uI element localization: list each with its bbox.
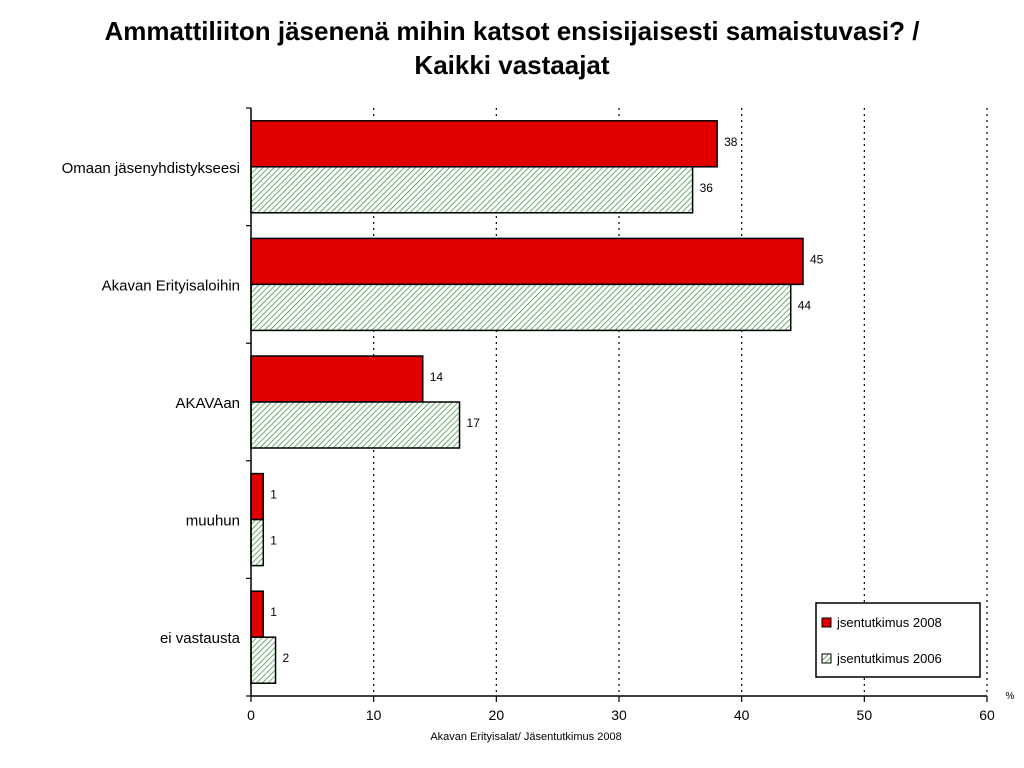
bar-2008-4	[250, 590, 265, 638]
legend-label-2008: jsentutkimus 2008	[836, 615, 942, 630]
bar-2008-0	[250, 120, 718, 168]
x-tick-label-30: 30	[611, 707, 627, 723]
legend-label-2006: jsentutkimus 2006	[836, 651, 942, 666]
bar-2008-3	[250, 472, 265, 521]
bar-2006-2	[250, 401, 461, 449]
bar-2006-1	[250, 283, 792, 332]
x-tick-label-50: 50	[857, 707, 873, 723]
data-label-2006-3: 1	[270, 534, 277, 548]
category-label-2: AKAVAan	[176, 395, 240, 412]
data-label-2008-1: 45	[810, 252, 824, 266]
legend-swatch-2008	[821, 617, 832, 628]
data-label-2006-1: 44	[798, 298, 812, 312]
data-label-2006-2: 17	[467, 416, 481, 430]
bar-2006-3	[250, 518, 265, 567]
data-label-2008-0: 38	[724, 135, 738, 149]
x-tick-label-60: 60	[979, 707, 995, 723]
x-tick-label-20: 20	[489, 707, 505, 723]
data-label-2006-4: 2	[283, 651, 290, 665]
category-label-0: Omaan jäsenyhdistykseesi	[62, 160, 240, 177]
x-tick-label-10: 10	[366, 707, 382, 723]
chart-title-line1: Ammattiliiton jäsenenä mihin katsot ensi…	[104, 16, 920, 46]
labels: 38 36 Omaan jäsenyhdistykseesi 45 44 Akavan E…	[62, 135, 824, 665]
category-label-4: ei vastausta	[160, 630, 241, 647]
data-label-2008-3: 1	[270, 488, 277, 502]
data-label-2006-0: 36	[700, 181, 714, 195]
bar-2008-2	[250, 355, 424, 403]
legend-swatch-2006	[821, 653, 832, 664]
axes: 0 10 20 30 40 50 60%	[246, 107, 1015, 723]
bar-2008-1	[250, 237, 804, 286]
x-unit-label: %	[1006, 691, 1015, 702]
bars	[250, 120, 804, 684]
data-label-2008-2: 14	[430, 370, 444, 384]
bar-2006-4	[250, 636, 277, 684]
chart-title: Ammattiliiton jäsenenä mihin katsot ensi…	[0, 14, 1024, 82]
footer-source: Akavan Erityisalat/ Jäsentutkimus 2008	[430, 731, 622, 743]
x-tick-label-0: 0	[247, 707, 255, 723]
legend-box	[815, 602, 981, 678]
category-label-1: Akavan Erityisaloihin	[102, 277, 240, 294]
data-label-2008-4: 1	[270, 605, 277, 619]
x-tick-label-40: 40	[734, 707, 750, 723]
category-label-3: muuhun	[186, 513, 240, 530]
bar-2006-0	[250, 166, 694, 214]
legend: jsentutkimus 2008 jsentutkimus 2006	[815, 602, 981, 678]
chart-title-line2: Kaikki vastaajat	[414, 50, 610, 80]
